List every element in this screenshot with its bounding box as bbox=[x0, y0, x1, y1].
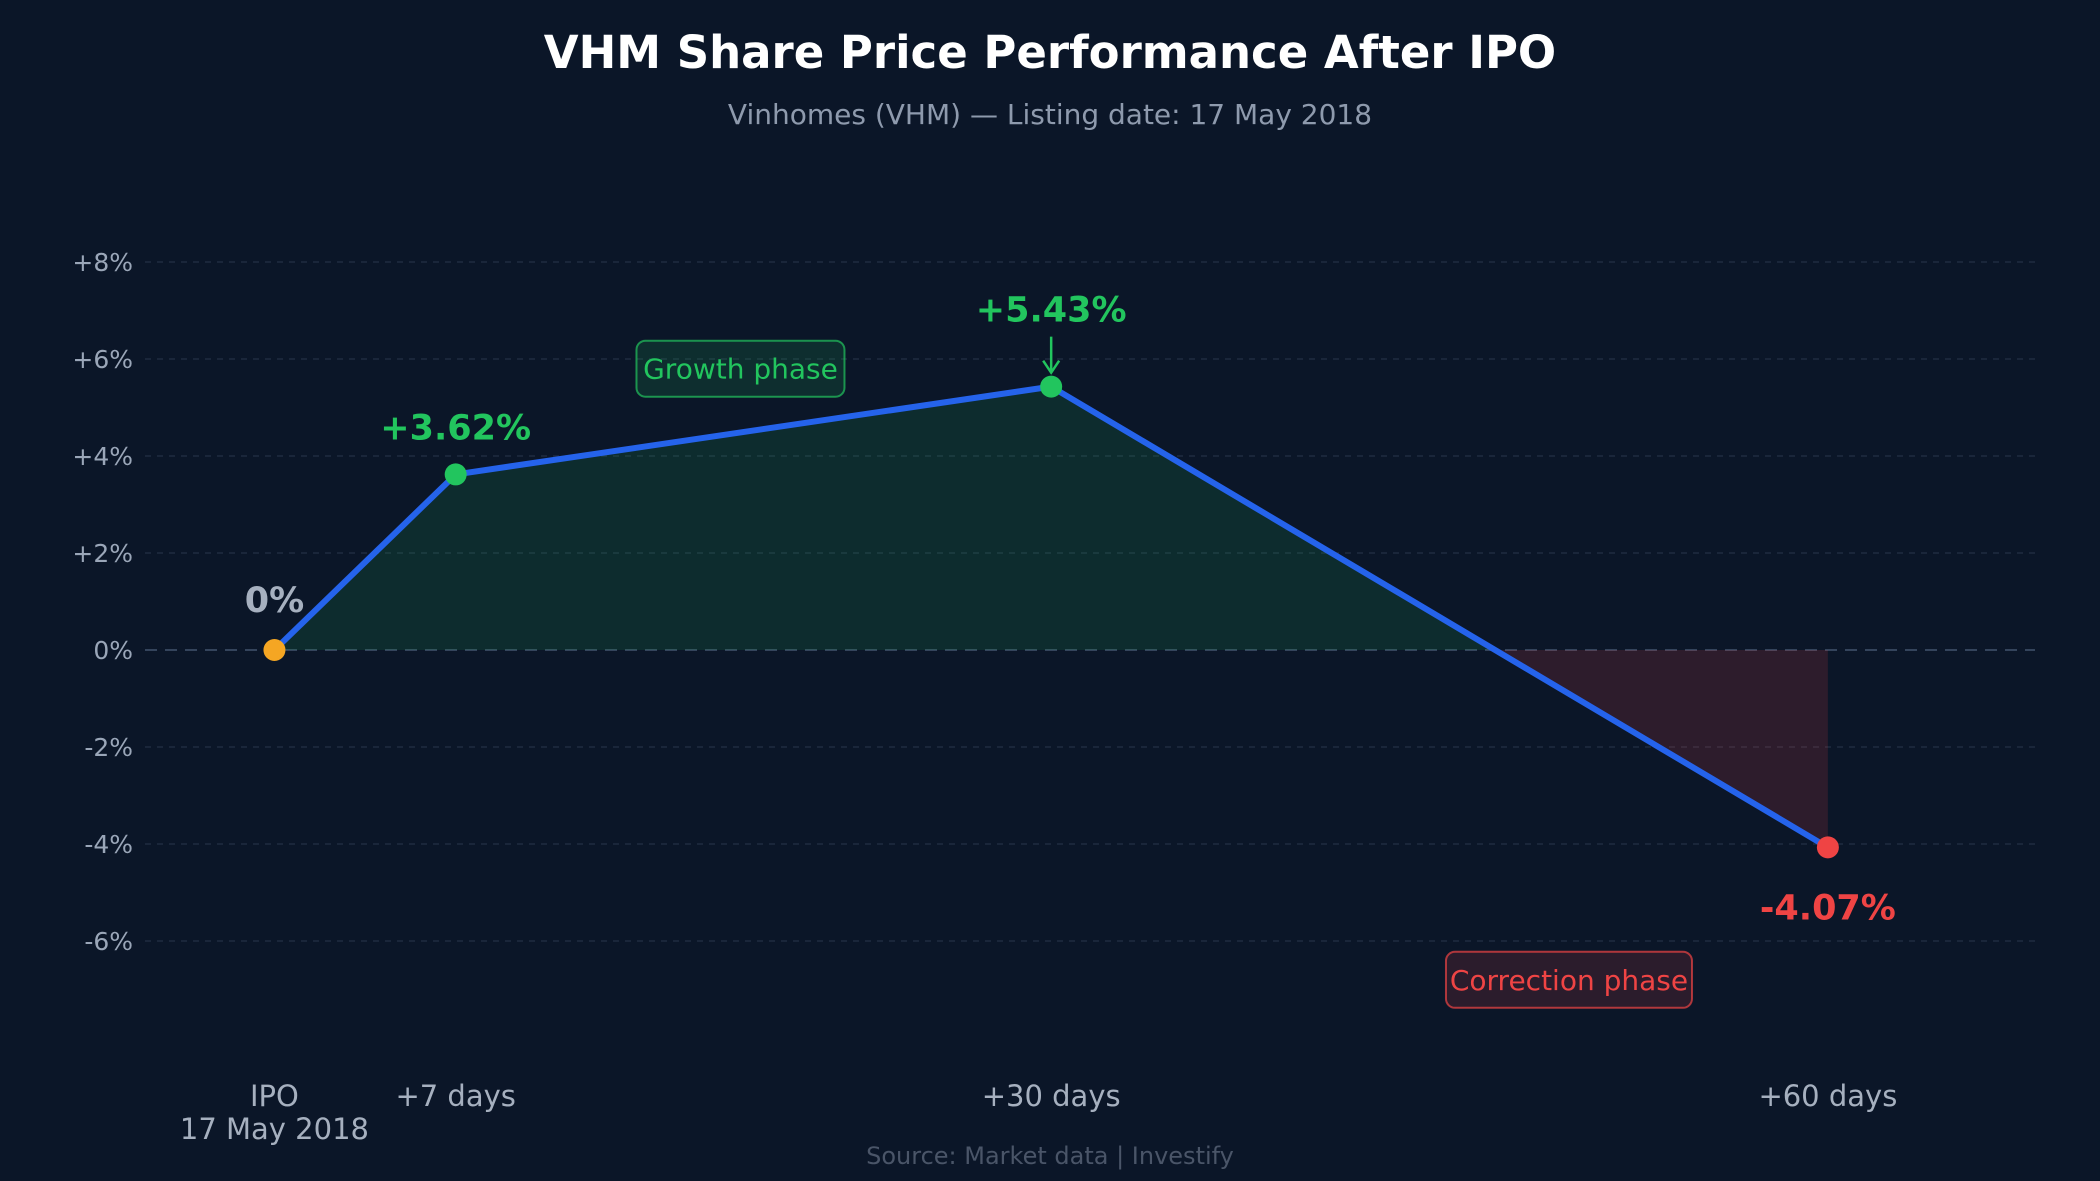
chart-title: VHM Share Price Performance After IPO bbox=[544, 26, 1556, 79]
annotation-text: Growth phase bbox=[643, 353, 838, 386]
y-tick-label: +8% bbox=[72, 248, 133, 277]
correction-phase-annotation: Correction phase bbox=[1444, 950, 1693, 1009]
x-tick-label: +60 days bbox=[1758, 1079, 1897, 1113]
y-tick-label: -2% bbox=[84, 733, 133, 762]
phase-annotations: Growth phase Correction phase bbox=[635, 339, 1693, 1009]
annotation-text: Correction phase bbox=[1450, 964, 1688, 997]
data-label: 0% bbox=[245, 581, 304, 621]
peak-arrow-head bbox=[1042, 359, 1061, 375]
x-axis-ticks: IPO 17 May 2018 +7 days +30 days +60 days bbox=[180, 1079, 1897, 1146]
x-tick-label: +30 days bbox=[982, 1079, 1121, 1113]
data-point bbox=[1040, 375, 1063, 398]
growth-phase-annotation: Growth phase bbox=[635, 339, 846, 398]
y-tick-label: 0% bbox=[93, 636, 133, 665]
data-points bbox=[263, 375, 1839, 859]
y-tick-label: +6% bbox=[72, 345, 133, 374]
x-tick-line: +7 days bbox=[395, 1079, 515, 1113]
series-line bbox=[271, 383, 1831, 851]
series-line-layer bbox=[271, 383, 1831, 851]
x-tick-line: +30 days bbox=[982, 1079, 1121, 1113]
y-tick-label: +2% bbox=[72, 539, 133, 568]
y-tick-label: -4% bbox=[84, 830, 133, 859]
x-tick-line: IPO bbox=[250, 1079, 299, 1113]
x-tick-label: IPO 17 May 2018 bbox=[180, 1079, 369, 1146]
data-label: +5.43% bbox=[976, 291, 1127, 331]
x-tick-line: +60 days bbox=[1758, 1079, 1897, 1113]
positive-area-fill bbox=[274, 386, 1496, 650]
data-point bbox=[1816, 836, 1839, 859]
y-axis-ticks: +8% +6% +4% +2% 0% -2% -4% -6% bbox=[72, 248, 133, 956]
data-label: -4.07% bbox=[1760, 888, 1896, 928]
source-note: Source: Market data | Investify bbox=[866, 1142, 1234, 1170]
y-tick-label: +4% bbox=[72, 442, 133, 471]
data-point bbox=[444, 463, 467, 486]
data-point bbox=[263, 639, 286, 661]
grid-lines bbox=[145, 261, 2035, 942]
data-labels: 0% +3.62% +5.43% -4.07% bbox=[245, 291, 1896, 929]
data-label: +3.62% bbox=[380, 408, 531, 448]
chart-subtitle: Vinhomes (VHM) — Listing date: 17 May 20… bbox=[728, 98, 1372, 131]
y-tick-label: -6% bbox=[84, 927, 133, 956]
annotation-box bbox=[635, 339, 846, 398]
annotation-box bbox=[1444, 950, 1693, 1009]
x-tick-line: 17 May 2018 bbox=[180, 1112, 369, 1146]
x-tick-label: +7 days bbox=[395, 1079, 515, 1113]
